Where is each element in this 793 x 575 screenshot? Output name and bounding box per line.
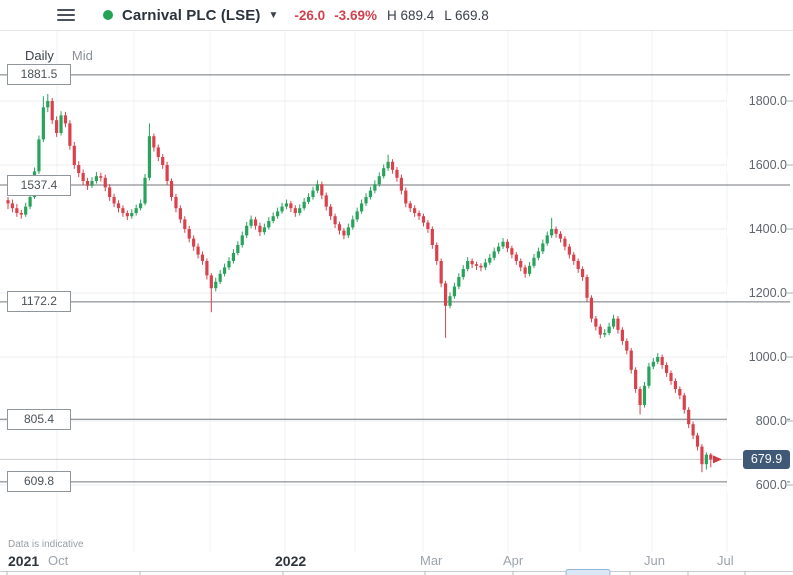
menu-icon[interactable] bbox=[57, 9, 75, 21]
day-high: H 689.4 bbox=[386, 7, 435, 23]
y-axis-tick-label: 1600.0 bbox=[727, 158, 787, 172]
data-indicative-note: Data is indicative bbox=[8, 539, 84, 550]
x-axis-tick-label: Jul bbox=[717, 553, 734, 568]
x-axis-tick-label: Jun bbox=[644, 553, 665, 568]
tab-mid[interactable]: Mid bbox=[71, 48, 93, 63]
x-axis-tick-label: 2021 bbox=[8, 553, 40, 569]
y-axis-tick-label: 1800.0 bbox=[727, 94, 787, 108]
current-price-badge: 679.9 bbox=[743, 449, 790, 469]
price-change: -26.0 bbox=[294, 7, 326, 23]
instrument-name[interactable]: Carnival PLC (LSE) bbox=[122, 6, 261, 24]
chevron-down-icon[interactable]: ▼ bbox=[268, 9, 279, 21]
price-level-label-1881.5[interactable]: 1881.5 bbox=[7, 64, 71, 86]
day-low: L 669.8 bbox=[444, 7, 489, 23]
price-level-label-1172.2[interactable]: 1172.2 bbox=[7, 291, 71, 313]
tab-daily[interactable]: Daily bbox=[25, 48, 54, 63]
x-axis-tick-label: Oct bbox=[48, 553, 69, 568]
y-axis-tick-label: 800.0 bbox=[727, 414, 787, 428]
y-axis-tick-label: 1400.0 bbox=[727, 222, 787, 236]
last-price-marker-icon bbox=[713, 455, 722, 464]
price-level-label-609.8[interactable]: 609.8 bbox=[7, 471, 71, 493]
quote-header: Carnival PLC (LSE) ▼ -26.0 -3.69% H 689.… bbox=[0, 0, 793, 31]
price-level-label-805.4[interactable]: 805.4 bbox=[7, 408, 71, 430]
y-axis-tick-label: 1200.0 bbox=[727, 286, 787, 300]
timeframe-tabs: Daily Mid bbox=[25, 48, 93, 63]
price-level-label-1537.4[interactable]: 1537.4 bbox=[7, 174, 71, 196]
y-axis-tick-label: 1000.0 bbox=[727, 350, 787, 364]
price-change-percent: -3.69% bbox=[334, 7, 377, 23]
x-axis-tick-label: 2022 bbox=[275, 553, 307, 569]
x-axis-tick-label: Apr bbox=[503, 553, 524, 568]
market-status-icon bbox=[103, 10, 113, 20]
x-axis-tick-label: Mar bbox=[420, 553, 443, 568]
y-axis-tick-label: 600.0 bbox=[727, 478, 787, 492]
